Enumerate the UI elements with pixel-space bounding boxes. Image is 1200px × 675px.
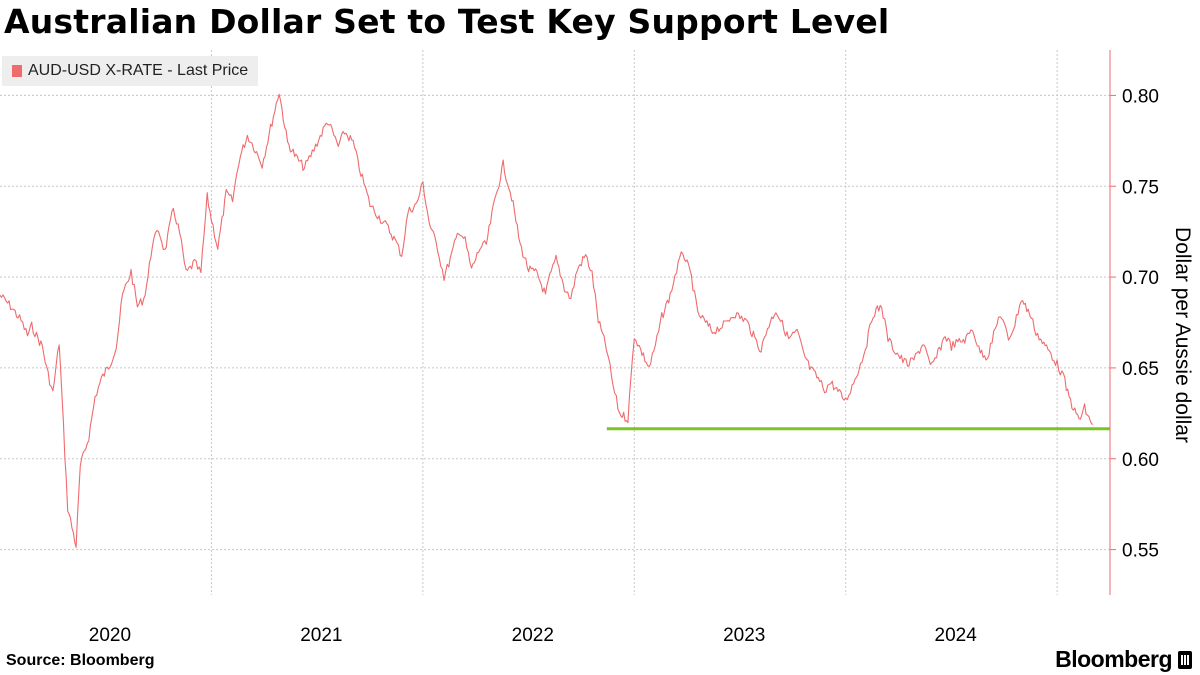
- y-tick-label: 0.65: [1122, 359, 1159, 380]
- legend-label: AUD-USD X-RATE - Last Price: [28, 62, 249, 79]
- y-tick-label: 0.55: [1122, 541, 1159, 562]
- series-group: [0, 93, 1110, 548]
- y-tick-label: 0.70: [1122, 268, 1159, 289]
- brand-logo: Bloomberg: [1055, 646, 1192, 673]
- aud-usd-price-line: [0, 93, 1094, 548]
- x-tick-labels: 2020 2021 2022 2023 2024: [89, 625, 977, 646]
- legend-swatch: [12, 65, 22, 77]
- y-tick-labels: 0.55 0.60 0.65 0.70 0.75 0.80: [1122, 86, 1159, 561]
- x-tick-label: 2022: [512, 625, 554, 646]
- y-tick-label: 0.75: [1122, 177, 1159, 198]
- y-tick-label: 0.80: [1122, 86, 1159, 107]
- axes: [1109, 50, 1116, 595]
- brand-name: Bloomberg: [1055, 646, 1172, 672]
- legend: AUD-USD X-RATE - Last Price: [2, 56, 259, 86]
- gridlines: [0, 50, 1110, 595]
- x-tick-label: 2021: [300, 625, 342, 646]
- x-tick-label: 2020: [89, 625, 131, 646]
- y-axis-label: Dollar per Aussie dollar: [1171, 227, 1194, 443]
- y-tick-label: 0.60: [1122, 450, 1159, 471]
- x-tick-label: 2023: [723, 625, 765, 646]
- x-tick-label: 2024: [935, 625, 978, 646]
- chart-title: Australian Dollar Set to Test Key Suppor…: [4, 2, 890, 41]
- bloomberg-terminal-icon: [1178, 650, 1192, 669]
- source-note: Source: Bloomberg: [6, 652, 155, 669]
